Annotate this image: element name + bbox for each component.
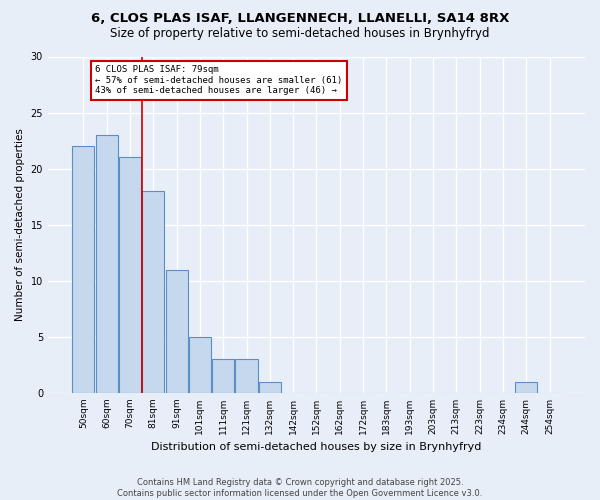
Bar — [73, 146, 94, 393]
Text: Contains HM Land Registry data © Crown copyright and database right 2025.
Contai: Contains HM Land Registry data © Crown c… — [118, 478, 482, 498]
Text: 6, CLOS PLAS ISAF, LLANGENNECH, LLANELLI, SA14 8RX: 6, CLOS PLAS ISAF, LLANGENNECH, LLANELLI… — [91, 12, 509, 26]
Bar — [259, 382, 281, 393]
X-axis label: Distribution of semi-detached houses by size in Brynhyfryd: Distribution of semi-detached houses by … — [151, 442, 482, 452]
Bar — [515, 382, 537, 393]
Text: Size of property relative to semi-detached houses in Brynhyfryd: Size of property relative to semi-detach… — [110, 28, 490, 40]
Bar — [119, 158, 141, 393]
Y-axis label: Number of semi-detached properties: Number of semi-detached properties — [15, 128, 25, 321]
Text: 6 CLOS PLAS ISAF: 79sqm
← 57% of semi-detached houses are smaller (61)
43% of se: 6 CLOS PLAS ISAF: 79sqm ← 57% of semi-de… — [95, 66, 343, 96]
Bar — [189, 337, 211, 393]
Bar — [142, 191, 164, 393]
Bar — [212, 360, 235, 393]
Bar — [235, 360, 257, 393]
Bar — [95, 135, 118, 393]
Bar — [166, 270, 188, 393]
